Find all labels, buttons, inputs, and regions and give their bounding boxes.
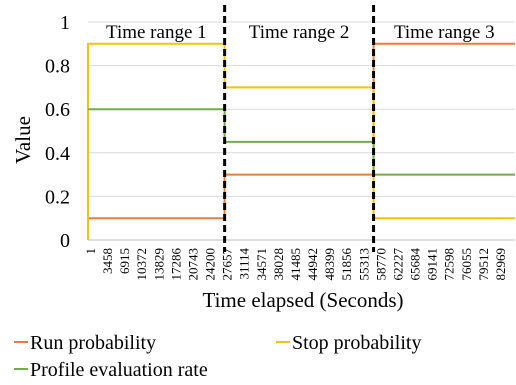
x-tick-label: 20743 — [185, 248, 200, 281]
x-tick-label: 58770 — [373, 248, 388, 281]
x-tick-label: 38028 — [271, 248, 286, 281]
legend-label-stop: Stop probability — [292, 332, 422, 354]
x-tick-label: 31114 — [237, 248, 252, 280]
x-tick-label: 27657 — [220, 248, 235, 281]
x-tick-label: 55313 — [356, 248, 371, 281]
x-tick-label: 65684 — [408, 248, 423, 281]
x-tick-label: 10372 — [134, 248, 149, 281]
range-annotations: Time range 1 Time range 2 Time range 3 — [106, 22, 495, 43]
legend-label-run: Run probability — [30, 332, 157, 354]
range-label-2: Time range 2 — [249, 22, 350, 43]
range-label-3: Time range 3 — [394, 22, 495, 43]
series-lines — [87, 42, 515, 240]
x-tick-label: 3458 — [100, 248, 115, 274]
x-tick-label: 41485 — [288, 248, 303, 281]
x-axis: 1 3458 6915 10372 13829 17286 20743 24200 27657 3… — [83, 239, 515, 281]
legend-item-stop: Stop probability — [276, 331, 421, 355]
legend-item-profile: Profile evaluation rate — [14, 358, 208, 382]
x-tick-label: 1 — [83, 248, 98, 255]
y-tick-label: 0.4 — [45, 143, 70, 165]
x-axis-label: Time elapsed (Seconds) — [202, 288, 403, 312]
x-tick-label: 72598 — [442, 248, 457, 281]
y-tick-label: 1 — [60, 12, 70, 34]
x-tick-label: 6915 — [117, 248, 132, 274]
y-axis: 0 0.2 0.4 0.6 0.8 1 — [45, 12, 70, 252]
x-tick-label: 76055 — [459, 248, 474, 281]
x-tick-label: 51856 — [339, 248, 354, 281]
legend-label-profile: Profile evaluation rate — [30, 359, 208, 381]
range-label-1: Time range 1 — [106, 22, 207, 43]
legend-swatch-profile — [14, 368, 28, 371]
x-tick-label: 69141 — [425, 248, 440, 281]
y-tick-label: 0.8 — [45, 56, 70, 78]
x-tick-label: 24200 — [203, 248, 218, 281]
x-tick-label: 48399 — [322, 248, 337, 281]
legend-item-run: Run probability — [14, 331, 156, 355]
x-tick-label: 17286 — [168, 248, 183, 281]
x-tick-label: 34571 — [254, 248, 269, 281]
legend-swatch-stop — [276, 341, 290, 344]
x-tick-label: 62227 — [390, 248, 405, 281]
x-tick-label: 44942 — [305, 248, 320, 281]
y-axis-label: Value — [11, 116, 35, 164]
series-line-1 — [88, 42, 515, 220]
y-tick-label: 0 — [60, 230, 70, 252]
x-tick-label: 13829 — [151, 248, 166, 281]
y-tick-label: 0.6 — [45, 99, 70, 121]
x-tick-label: 82969 — [493, 248, 508, 281]
x-tick-label: 79512 — [476, 248, 491, 281]
series-line-3 — [88, 108, 515, 176]
range-dividers — [223, 5, 376, 252]
legend-swatch-run — [14, 341, 28, 344]
y-tick-label: 0.2 — [45, 186, 70, 208]
